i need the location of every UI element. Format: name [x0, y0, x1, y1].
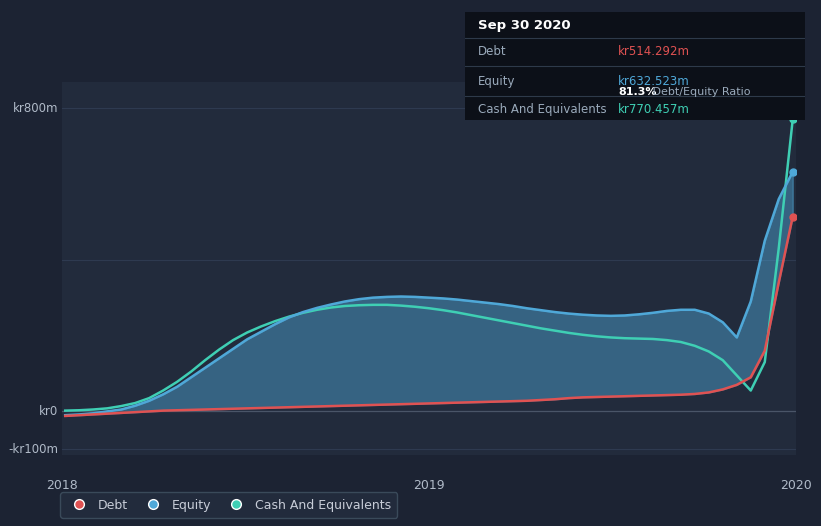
Text: kr800m: kr800m [12, 102, 58, 115]
Legend: Debt, Equity, Cash And Equivalents: Debt, Equity, Cash And Equivalents [61, 492, 397, 518]
Text: 2020: 2020 [781, 479, 812, 492]
Text: kr0: kr0 [39, 405, 58, 418]
Text: Debt/Equity Ratio: Debt/Equity Ratio [649, 87, 750, 97]
Text: Equity: Equity [479, 75, 516, 88]
Text: Sep 30 2020: Sep 30 2020 [479, 18, 571, 32]
Text: 81.3%: 81.3% [618, 87, 657, 97]
Text: kr632.523m: kr632.523m [618, 75, 690, 88]
Text: -kr100m: -kr100m [8, 443, 58, 456]
Text: 2019: 2019 [413, 479, 445, 492]
Text: 2018: 2018 [46, 479, 77, 492]
Text: kr770.457m: kr770.457m [618, 103, 690, 116]
Text: kr514.292m: kr514.292m [618, 45, 690, 58]
Text: Debt: Debt [479, 45, 507, 58]
Text: Cash And Equivalents: Cash And Equivalents [479, 103, 607, 116]
